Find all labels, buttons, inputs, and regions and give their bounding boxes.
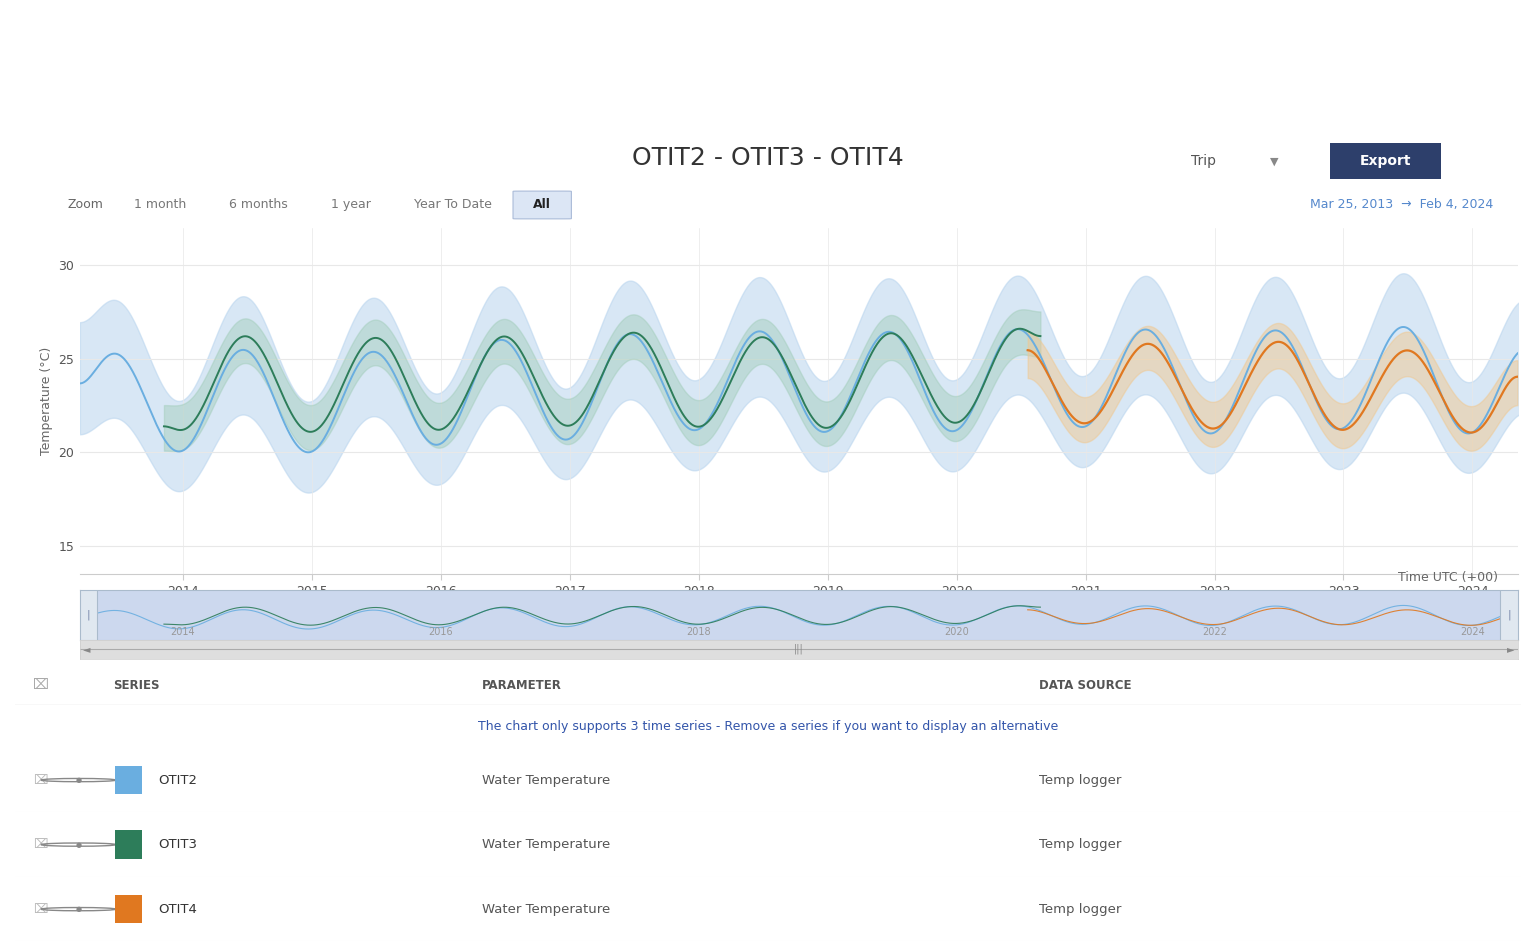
Text: PARAMETER: PARAMETER — [482, 679, 562, 692]
Text: ●: ● — [75, 842, 81, 847]
Text: ⌧: ⌧ — [34, 902, 48, 916]
Text: All: All — [533, 197, 551, 211]
Text: DATA SOURCE: DATA SOURCE — [1038, 679, 1132, 692]
Text: SERIES: SERIES — [114, 679, 160, 692]
Text: Export: Export — [1359, 155, 1412, 168]
Text: Mar 25, 2013  →  Feb 4, 2024: Mar 25, 2013 → Feb 4, 2024 — [1310, 197, 1493, 211]
Text: 2018: 2018 — [687, 626, 711, 637]
Text: |: | — [86, 609, 91, 621]
Text: 2022: 2022 — [1203, 626, 1227, 637]
Text: ●: ● — [75, 906, 81, 912]
Text: 2016: 2016 — [429, 626, 453, 637]
Text: ◄: ◄ — [83, 644, 91, 654]
Text: OTIT2: OTIT2 — [158, 773, 197, 787]
Text: The chart only supports 3 time series - Remove a series if you want to display a: The chart only supports 3 time series - … — [478, 720, 1058, 733]
Text: Water Temperature: Water Temperature — [482, 902, 610, 916]
FancyBboxPatch shape — [1501, 590, 1518, 640]
Text: Trip: Trip — [1192, 155, 1217, 168]
Text: ⌧: ⌧ — [34, 773, 48, 787]
Text: 1 year: 1 year — [332, 197, 370, 211]
Text: Water Temperature: Water Temperature — [482, 838, 610, 851]
Text: 2020: 2020 — [945, 626, 969, 637]
Text: |: | — [1507, 609, 1511, 621]
FancyBboxPatch shape — [80, 590, 97, 640]
Text: OTIT2 - OTIT3 - OTIT4: OTIT2 - OTIT3 - OTIT4 — [633, 146, 903, 170]
Text: Year To Date: Year To Date — [415, 197, 492, 211]
Text: Water Temperature: Water Temperature — [482, 773, 610, 787]
Y-axis label: Temperature (°C): Temperature (°C) — [40, 346, 52, 456]
Text: Temp logger: Temp logger — [1038, 773, 1121, 787]
FancyBboxPatch shape — [513, 191, 571, 219]
Text: 2024: 2024 — [1461, 626, 1485, 637]
FancyBboxPatch shape — [115, 895, 141, 923]
Text: 2014: 2014 — [170, 626, 195, 637]
Text: ▼: ▼ — [1270, 157, 1278, 166]
FancyBboxPatch shape — [115, 766, 141, 794]
Text: Temp logger: Temp logger — [1038, 838, 1121, 851]
Text: ►: ► — [1507, 644, 1514, 654]
Text: Zoom: Zoom — [68, 197, 103, 211]
FancyBboxPatch shape — [1330, 143, 1441, 179]
Text: |||: ||| — [794, 643, 803, 655]
FancyBboxPatch shape — [115, 830, 141, 859]
Text: Temp logger: Temp logger — [1038, 902, 1121, 916]
Text: ⌧: ⌧ — [34, 838, 48, 851]
Text: ●: ● — [75, 777, 81, 783]
Text: 1 month: 1 month — [134, 197, 186, 211]
Text: OTIT3: OTIT3 — [158, 838, 197, 851]
Text: OTIT4: OTIT4 — [158, 902, 197, 916]
Text: 6 months: 6 months — [229, 197, 287, 211]
Text: Time UTC (+00): Time UTC (+00) — [1398, 571, 1498, 585]
Text: ⌧: ⌧ — [34, 679, 49, 692]
